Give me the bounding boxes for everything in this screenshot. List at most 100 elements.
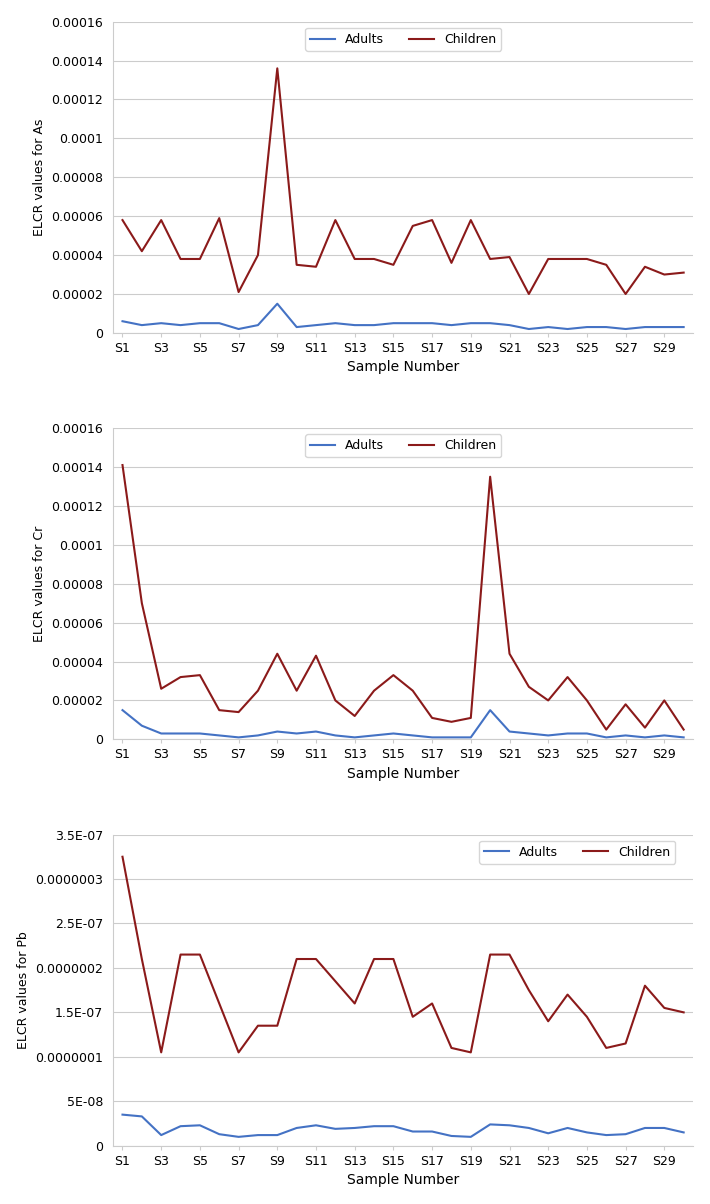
- X-axis label: Sample Number: Sample Number: [347, 767, 459, 781]
- Adults: [234, 321, 243, 336]
- Children: [640, 260, 649, 275]
- Children: [583, 1010, 591, 1025]
- Children: [253, 684, 262, 698]
- Adults: [253, 318, 262, 332]
- Adults: [447, 1128, 456, 1143]
- Adults: [602, 320, 611, 335]
- Adults: [215, 1127, 224, 1141]
- Children: [293, 258, 301, 272]
- Adults: [370, 1119, 378, 1133]
- Children: [506, 948, 514, 962]
- Legend: Adults, Children: Adults, Children: [305, 28, 501, 51]
- Adults: [428, 315, 437, 330]
- Adults: [466, 730, 475, 744]
- Children: [621, 287, 630, 301]
- Children: [138, 244, 146, 259]
- Children: [176, 669, 185, 684]
- Children: [196, 668, 204, 683]
- Children: [176, 948, 185, 962]
- Children: [447, 715, 456, 730]
- Adults: [138, 719, 146, 733]
- Adults: [466, 315, 475, 330]
- Adults: [486, 703, 494, 718]
- Children: [447, 255, 456, 270]
- Adults: [370, 318, 378, 332]
- Children: [351, 996, 359, 1010]
- Children: [583, 694, 591, 708]
- Adults: [157, 1128, 165, 1143]
- Adults: [215, 315, 224, 330]
- Adults: [196, 315, 204, 330]
- Children: [660, 1001, 669, 1015]
- Children: [196, 948, 204, 962]
- Children: [157, 681, 165, 696]
- Children: [138, 952, 146, 967]
- Children: [389, 668, 398, 683]
- Y-axis label: ELCR values for Cr: ELCR values for Cr: [33, 526, 45, 642]
- X-axis label: Sample Number: Sample Number: [347, 360, 459, 374]
- Line: Children: Children: [123, 465, 684, 730]
- Adults: [253, 728, 262, 743]
- Children: [660, 694, 669, 708]
- Children: [215, 703, 224, 718]
- Adults: [506, 725, 514, 739]
- Adults: [544, 728, 552, 743]
- Line: Children: Children: [123, 857, 684, 1052]
- Children: [563, 669, 572, 684]
- Children: [351, 709, 359, 724]
- Adults: [506, 1119, 514, 1133]
- Adults: [679, 730, 688, 744]
- Children: [312, 649, 320, 663]
- Adults: [273, 1128, 282, 1143]
- Adults: [486, 1117, 494, 1132]
- Adults: [370, 728, 378, 743]
- Adults: [138, 318, 146, 332]
- Children: [408, 219, 417, 234]
- Y-axis label: ELCR values for Pb: ELCR values for Pb: [16, 931, 30, 1049]
- Adults: [660, 320, 669, 335]
- Adults: [563, 726, 572, 740]
- Children: [428, 996, 437, 1010]
- Children: [428, 213, 437, 228]
- Children: [428, 710, 437, 725]
- Children: [370, 952, 378, 967]
- Adults: [273, 296, 282, 311]
- Children: [602, 722, 611, 737]
- Adults: [621, 321, 630, 336]
- Adults: [466, 1129, 475, 1144]
- Children: [215, 996, 224, 1010]
- Adults: [312, 725, 320, 739]
- Adults: [389, 726, 398, 740]
- Children: [234, 704, 243, 719]
- Legend: Adults, Children: Adults, Children: [305, 435, 501, 458]
- Adults: [660, 728, 669, 743]
- Children: [119, 458, 127, 472]
- Children: [640, 979, 649, 993]
- Adults: [583, 320, 591, 335]
- Children: [293, 952, 301, 967]
- Adults: [234, 730, 243, 744]
- Adults: [351, 730, 359, 744]
- Adults: [234, 1129, 243, 1144]
- Adults: [525, 726, 533, 740]
- Adults: [138, 1109, 146, 1123]
- Children: [389, 952, 398, 967]
- Adults: [119, 314, 127, 329]
- Adults: [331, 315, 339, 330]
- Adults: [196, 1119, 204, 1133]
- Adults: [544, 320, 552, 335]
- Children: [312, 260, 320, 275]
- Children: [525, 287, 533, 301]
- Children: [234, 285, 243, 300]
- Children: [119, 213, 127, 228]
- Children: [408, 684, 417, 698]
- Children: [660, 267, 669, 282]
- Adults: [602, 730, 611, 744]
- Children: [234, 1045, 243, 1060]
- Adults: [525, 1121, 533, 1135]
- Children: [176, 252, 185, 266]
- Adults: [525, 321, 533, 336]
- Line: Adults: Adults: [123, 303, 684, 329]
- Children: [563, 252, 572, 266]
- Children: [544, 1014, 552, 1028]
